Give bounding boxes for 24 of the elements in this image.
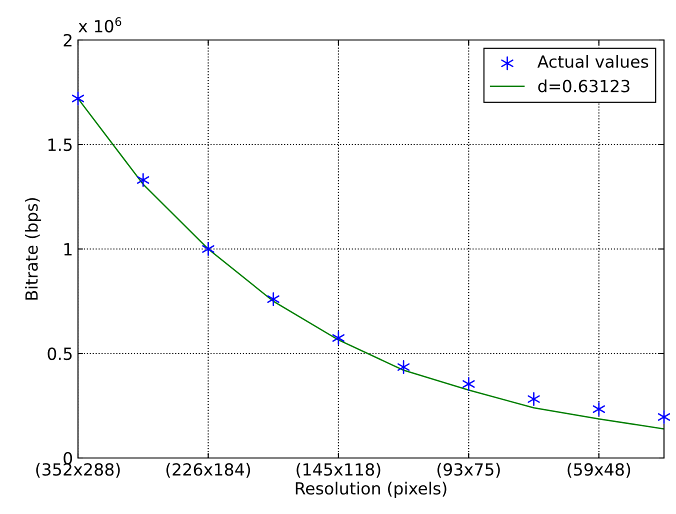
- point: [528, 392, 540, 406]
- x-axis-title: Resolution (pixels): [296, 482, 446, 498]
- point: [462, 377, 475, 391]
- x-tick-label: (145x118): [296, 462, 380, 478]
- point: [202, 242, 214, 256]
- y-tick-label: 1: [64, 243, 72, 256]
- x-tick-label: (352x288): [36, 462, 120, 478]
- point: [397, 360, 410, 374]
- x-tick-label: (93x75): [437, 462, 500, 478]
- point: [592, 402, 605, 416]
- point: [267, 292, 280, 306]
- x-tick-label: (226x184): [166, 462, 250, 478]
- legend-label: d=0.63123: [538, 79, 630, 92]
- point: [658, 410, 670, 424]
- legend-label: Actual values: [537, 55, 648, 68]
- y-axis-title: Bitrate (bps): [24, 198, 42, 300]
- y-tick-label: 1.5: [48, 138, 72, 152]
- x-tick-label: (59x48): [568, 462, 630, 478]
- y-tick-label: 0.5: [48, 347, 72, 360]
- point: [137, 173, 150, 187]
- point: [332, 331, 345, 345]
- y-tick-label: 2: [64, 34, 72, 46]
- point: [72, 92, 84, 106]
- text: x 10$^{6}$: [78, 17, 122, 32]
